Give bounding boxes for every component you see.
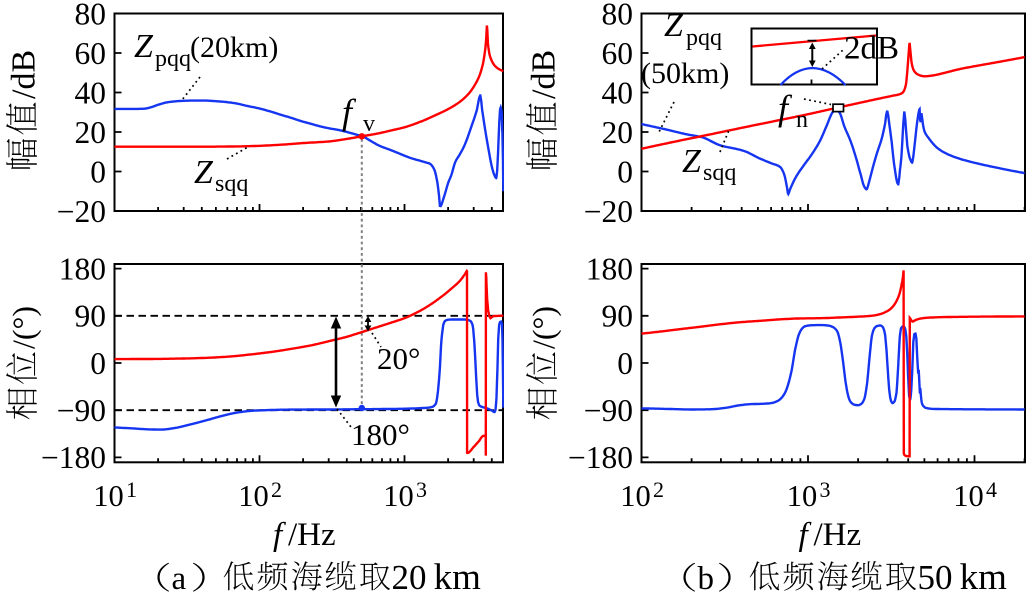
svg-text:10: 10 xyxy=(787,479,818,513)
svg-text:(50km): (50km) xyxy=(641,57,729,90)
svg-text:sqq: sqq xyxy=(215,171,248,197)
svg-text:20: 20 xyxy=(392,558,427,597)
svg-text:/Hz: /Hz xyxy=(814,517,862,553)
svg-text:10: 10 xyxy=(238,479,269,513)
svg-text:km: km xyxy=(960,557,1008,598)
svg-text:10: 10 xyxy=(620,479,651,513)
svg-text:40: 40 xyxy=(602,75,634,110)
svg-text:−20: −20 xyxy=(57,194,106,229)
svg-text:v: v xyxy=(363,111,375,137)
svg-text:−90: −90 xyxy=(57,393,106,428)
svg-text:Z: Z xyxy=(194,154,214,191)
svg-text:180: 180 xyxy=(59,251,106,286)
svg-text:10: 10 xyxy=(383,479,414,513)
svg-text:180: 180 xyxy=(586,251,633,286)
svg-text:/(°): /(°) xyxy=(526,306,562,349)
svg-text:3: 3 xyxy=(820,477,831,502)
svg-text:0: 0 xyxy=(90,346,106,381)
svg-text:−180: −180 xyxy=(41,440,106,475)
svg-text:80: 80 xyxy=(75,0,107,31)
svg-text:4: 4 xyxy=(986,477,997,502)
svg-text:sqq: sqq xyxy=(703,160,736,186)
svg-text:90: 90 xyxy=(602,299,634,334)
svg-text:Z: Z xyxy=(134,28,154,65)
svg-text:n: n xyxy=(796,107,808,133)
svg-text:−90: −90 xyxy=(584,393,633,428)
svg-text:Z: Z xyxy=(664,7,684,44)
svg-text:−180: −180 xyxy=(568,440,633,475)
svg-text:/(°): /(°) xyxy=(6,306,42,349)
svg-text:Z: Z xyxy=(682,143,702,180)
svg-text:3: 3 xyxy=(416,477,427,502)
svg-text:20: 20 xyxy=(602,115,634,150)
svg-text:pqq: pqq xyxy=(155,46,191,72)
svg-text:(20km): (20km) xyxy=(190,31,278,64)
svg-text:60: 60 xyxy=(75,36,107,71)
svg-text:20: 20 xyxy=(75,115,107,150)
svg-text:50: 50 xyxy=(918,558,953,597)
svg-text:10: 10 xyxy=(953,479,984,513)
svg-text:1: 1 xyxy=(126,477,137,502)
svg-text:2dB: 2dB xyxy=(844,31,899,67)
svg-text:km: km xyxy=(434,557,482,598)
svg-text:a: a xyxy=(172,561,187,597)
svg-text:90: 90 xyxy=(75,299,107,334)
svg-text:40: 40 xyxy=(75,75,107,110)
svg-text:/dB: /dB xyxy=(6,50,43,99)
svg-text:pqq: pqq xyxy=(686,25,722,51)
svg-text:2: 2 xyxy=(271,477,282,502)
svg-text:0: 0 xyxy=(617,346,633,381)
svg-text:2: 2 xyxy=(653,477,664,502)
svg-text:0: 0 xyxy=(90,154,106,189)
svg-text:0: 0 xyxy=(617,154,633,189)
svg-text:/Hz: /Hz xyxy=(288,517,336,553)
svg-text:80: 80 xyxy=(602,0,634,31)
svg-text:20°: 20° xyxy=(377,341,420,376)
svg-text:/dB: /dB xyxy=(526,50,563,99)
svg-text:60: 60 xyxy=(602,36,634,71)
svg-text:180°: 180° xyxy=(351,417,410,452)
svg-text:b: b xyxy=(698,561,715,597)
svg-text:−20: −20 xyxy=(584,194,633,229)
svg-text:10: 10 xyxy=(93,479,124,513)
